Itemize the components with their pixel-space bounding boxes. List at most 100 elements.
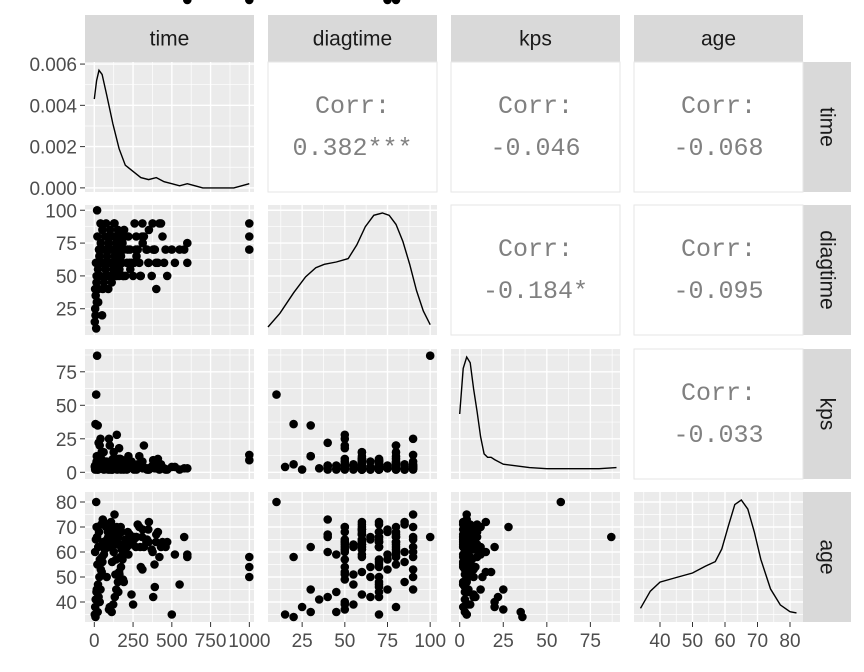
- data-point: [357, 447, 367, 457]
- data-point: [158, 232, 167, 241]
- panel-time-kps: Corr: -0.046: [450, 61, 621, 193]
- corr-value: 0.382***: [292, 134, 412, 163]
- data-point: [323, 515, 333, 524]
- data-point: [151, 258, 161, 268]
- data-point: [110, 592, 120, 602]
- data-point: [408, 434, 418, 444]
- panels: Corr:0.382***Corr:-0.046Corr:-0.068Corr:…: [85, 0, 804, 622]
- data-point: [115, 570, 124, 579]
- data-point: [98, 515, 108, 524]
- data-point: [383, 585, 392, 594]
- density-curve-age: [639, 499, 797, 614]
- strip-top-diagtime: [268, 15, 437, 62]
- data-point: [332, 587, 341, 597]
- data-point: [132, 532, 141, 542]
- data-point: [349, 540, 358, 549]
- panel-age-time: [85, 492, 254, 622]
- data-point: [114, 532, 123, 542]
- y-tick-label: 75: [56, 234, 77, 255]
- y-tick-label: 40: [56, 593, 77, 614]
- corr-panel-bg: [450, 61, 621, 193]
- data-point: [245, 232, 254, 241]
- data-point: [92, 297, 102, 307]
- data-point: [289, 612, 298, 622]
- data-point: [607, 532, 616, 542]
- data-point: [105, 520, 115, 529]
- panel-background: [85, 62, 254, 192]
- data-point: [183, 258, 192, 268]
- data-point: [91, 419, 100, 429]
- data-point: [113, 225, 123, 235]
- data-point: [349, 570, 358, 579]
- data-point: [349, 580, 358, 589]
- data-point: [179, 532, 189, 542]
- data-point: [408, 565, 418, 574]
- data-point: [96, 565, 106, 574]
- density-curve-kps: [459, 355, 617, 470]
- data-point: [97, 258, 106, 268]
- data-point: [161, 542, 170, 552]
- x-tick-label: 50: [334, 631, 355, 652]
- corr-panel-bg: [450, 204, 621, 336]
- data-point: [105, 441, 115, 450]
- data-point: [104, 527, 113, 537]
- data-point: [104, 238, 113, 248]
- data-point: [493, 592, 503, 602]
- corr-value: -0.033: [673, 421, 763, 450]
- panel-diagtime-time: [85, 205, 254, 335]
- data-point: [272, 497, 281, 507]
- density-curve-diagtime: [267, 212, 431, 328]
- data-point: [159, 258, 169, 268]
- data-point: [130, 219, 139, 228]
- x-tick-label: 60: [714, 631, 735, 652]
- data-point: [95, 271, 105, 281]
- data-point: [100, 232, 110, 241]
- panel-background: [451, 349, 620, 479]
- data-point: [119, 225, 129, 235]
- strip-right-label-age: age: [816, 539, 839, 574]
- data-point: [110, 251, 120, 261]
- data-point: [183, 238, 192, 248]
- data-point: [91, 291, 100, 300]
- data-point: [126, 540, 135, 549]
- data-point: [323, 462, 333, 472]
- data-point: [150, 245, 159, 254]
- data-point: [98, 225, 107, 235]
- x-tick-label: 0: [89, 631, 100, 652]
- corr-panel-bg: [633, 348, 804, 480]
- data-point: [111, 271, 120, 281]
- strip-top-label-kps: kps: [519, 28, 552, 51]
- data-point: [518, 612, 527, 622]
- data-point: [150, 582, 160, 592]
- data-point: [289, 460, 298, 469]
- data-point: [340, 460, 350, 469]
- y-tick-label: 70: [56, 518, 77, 539]
- data-point: [469, 592, 478, 602]
- data-point: [245, 245, 254, 254]
- data-point: [101, 219, 111, 228]
- data-point: [400, 557, 409, 567]
- data-point: [107, 607, 116, 617]
- data-point: [91, 324, 101, 333]
- x-tick-label: 75: [377, 631, 398, 652]
- data-point: [490, 542, 499, 552]
- x-tick-label: 80: [779, 631, 800, 652]
- data-point: [245, 552, 254, 562]
- data-point: [481, 567, 491, 577]
- data-point: [383, 565, 392, 574]
- data-point: [114, 245, 123, 254]
- data-point: [408, 535, 418, 544]
- data-point: [95, 572, 104, 582]
- data-point: [131, 232, 141, 241]
- corr-panel-bg: [633, 204, 804, 336]
- data-point: [128, 271, 138, 281]
- data-point: [109, 447, 118, 457]
- data-point: [95, 251, 104, 261]
- data-point: [357, 537, 367, 547]
- data-point: [106, 245, 116, 254]
- data-point: [91, 311, 100, 320]
- y-tick-label: 0.006: [29, 55, 77, 76]
- data-point: [357, 590, 367, 599]
- data-point: [126, 461, 135, 470]
- data-point: [366, 457, 375, 466]
